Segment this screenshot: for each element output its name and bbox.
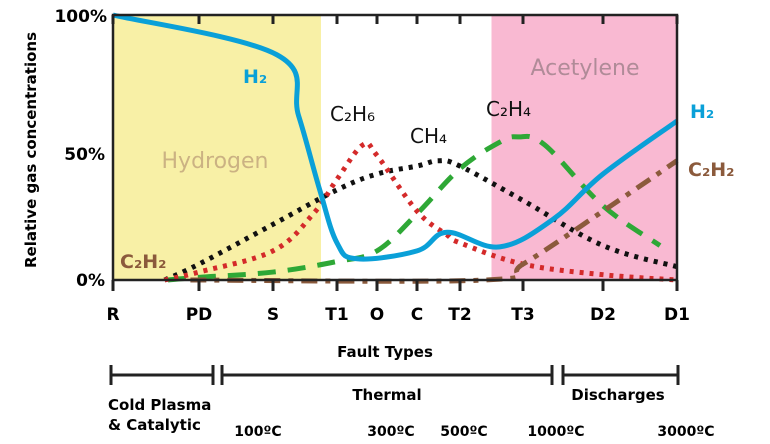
x-tick-label: T3 (511, 305, 534, 325)
temperature-label: 100ºC (234, 424, 281, 440)
series-label-h2-right: H₂ (690, 101, 714, 123)
x-tick-label: T2 (448, 305, 471, 325)
group-label-cold-plasma: Cold Plasma (108, 396, 211, 414)
group-label-catalytic: & Catalytic (108, 416, 201, 434)
y-tick-label: 100% (54, 7, 107, 27)
x-tick-label: S (267, 305, 279, 325)
series-label-h2-left: H₂ (243, 66, 267, 88)
plot-frame (111, 13, 679, 282)
series-line-1 (164, 140, 678, 283)
y-tick-label: 50% (64, 145, 105, 165)
x-tick-label: C (411, 305, 423, 325)
series-label-c2h4: C₂H₄ (486, 97, 531, 121)
x-tick-label: D2 (590, 305, 616, 325)
region-label-acetylene: Acetylene (530, 56, 639, 81)
series-label-ch4: CH₄ (410, 124, 447, 148)
temperature-label: 3000ºC (657, 424, 714, 440)
x-tick-label: PD (186, 305, 213, 325)
region-label-hydrogen: Hydrogen (162, 149, 269, 174)
y-tick-label: 0% (76, 271, 105, 291)
x-tick-label: D1 (664, 305, 690, 325)
x-tick-label: R (106, 305, 119, 325)
temperature-label: 500ºC (440, 424, 487, 440)
series-label-c2h2-left: C₂H₂ (120, 251, 167, 273)
x-tick-label: O (370, 305, 384, 325)
x-axis-label: Fault Types (337, 343, 433, 361)
series-line-0 (112, 12, 679, 262)
x-tick-label: T1 (325, 305, 348, 325)
y-axis-label: Relative gas concentrations (22, 32, 40, 268)
temperature-label: 300ºC (367, 424, 414, 440)
fault-group-bars (109, 365, 680, 385)
group-label-discharges: Discharges (571, 386, 665, 404)
group-label-thermal: Thermal (352, 386, 421, 404)
region-acetylene (491, 15, 677, 280)
series-line-3 (167, 133, 662, 283)
temperature-label: 1000ºC (527, 424, 584, 440)
series-label-c2h2-right: C₂H₂ (688, 159, 735, 181)
series-label-c2h6: C₂H₆ (330, 102, 375, 126)
